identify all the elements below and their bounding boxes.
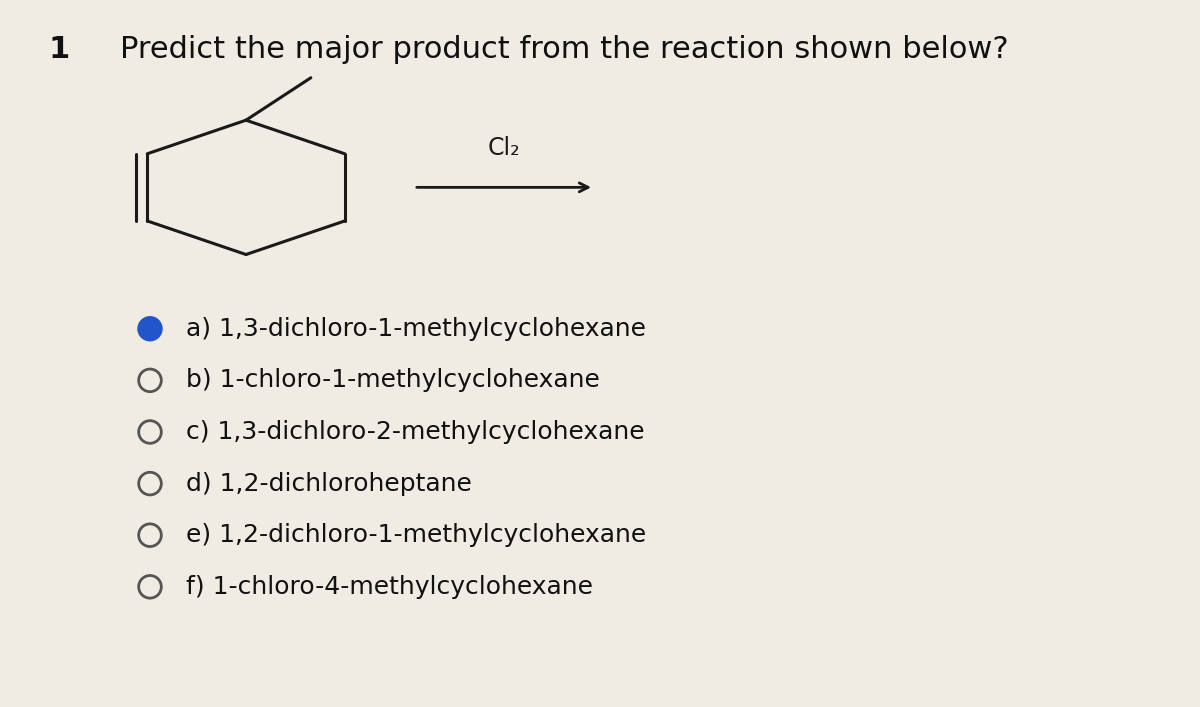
Text: e) 1,2-dichloro-1-methylcyclohexane: e) 1,2-dichloro-1-methylcyclohexane <box>186 523 647 547</box>
Text: Cl₂: Cl₂ <box>487 136 521 160</box>
Text: Predict the major product from the reaction shown below?: Predict the major product from the react… <box>120 35 1009 64</box>
Ellipse shape <box>139 317 161 340</box>
Text: b) 1-chloro-1-methylcyclohexane: b) 1-chloro-1-methylcyclohexane <box>186 368 600 392</box>
Text: 1: 1 <box>48 35 70 64</box>
Text: d) 1,2-dichloroheptane: d) 1,2-dichloroheptane <box>186 472 472 496</box>
Text: a) 1,3-dichloro-1-methylcyclohexane: a) 1,3-dichloro-1-methylcyclohexane <box>186 317 646 341</box>
Text: f) 1-chloro-4-methylcyclohexane: f) 1-chloro-4-methylcyclohexane <box>186 575 593 599</box>
Text: c) 1,3-dichloro-2-methylcyclohexane: c) 1,3-dichloro-2-methylcyclohexane <box>186 420 644 444</box>
